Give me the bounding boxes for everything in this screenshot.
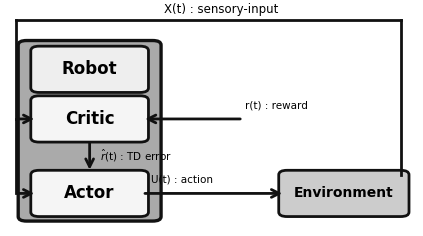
Text: Environment: Environment bbox=[294, 186, 394, 200]
Text: Critic: Critic bbox=[65, 110, 115, 128]
FancyBboxPatch shape bbox=[18, 41, 161, 221]
Text: Robot: Robot bbox=[62, 60, 118, 78]
FancyBboxPatch shape bbox=[31, 96, 148, 142]
Text: $\hat{r}$(t) : TD error: $\hat{r}$(t) : TD error bbox=[100, 148, 172, 164]
FancyBboxPatch shape bbox=[31, 46, 148, 93]
Text: U(t) : action: U(t) : action bbox=[151, 175, 213, 185]
Text: r(t) : reward: r(t) : reward bbox=[245, 100, 308, 110]
FancyBboxPatch shape bbox=[31, 170, 148, 217]
Text: X(t) : sensory-input: X(t) : sensory-input bbox=[164, 3, 278, 16]
FancyBboxPatch shape bbox=[279, 170, 409, 217]
Text: Actor: Actor bbox=[64, 184, 115, 202]
